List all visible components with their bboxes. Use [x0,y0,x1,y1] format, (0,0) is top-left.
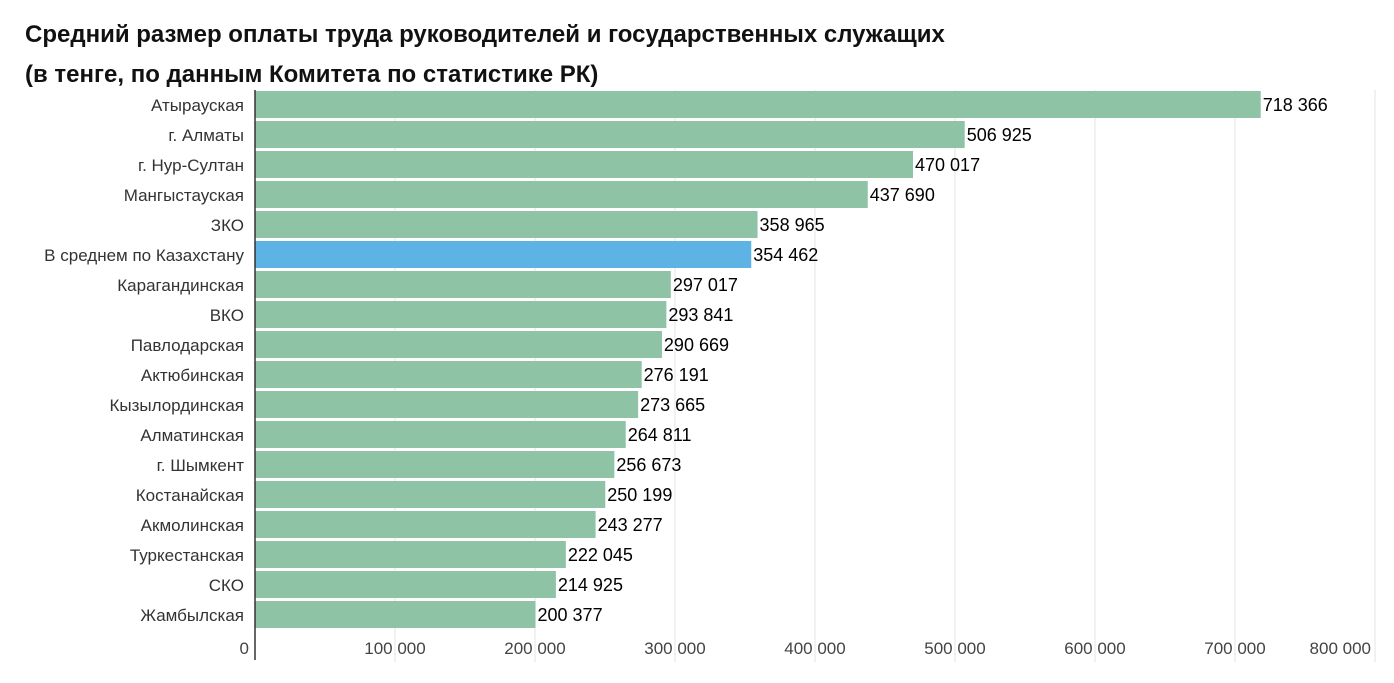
bar [255,541,566,568]
x-tick-label: 200 000 [504,639,565,658]
x-tick-label: 100 000 [364,639,425,658]
value-label: 243 277 [598,515,663,535]
category-label: ВКО [210,306,244,325]
bar [255,331,662,358]
title-line-1: Средний размер оплаты труда руководителе… [25,21,945,48]
bar [255,181,868,208]
x-tick-label: 800 000 [1310,639,1371,658]
chart-title: Средний размер оплаты труда руководителе… [25,15,945,95]
category-label: Акмолинская [141,516,244,535]
value-label: 250 199 [607,485,672,505]
bar [255,391,639,418]
category-label: Мангыстауская [124,186,244,205]
bar [255,571,556,598]
value-label: 264 811 [628,425,692,445]
value-label: 214 925 [558,575,623,595]
gridlines [394,90,1376,662]
value-label: 293 841 [668,305,733,325]
category-label: г. Алматы [168,126,244,145]
category-label: Костанайская [136,486,244,505]
title-line-2: (в тенге, по данным Комитета по статисти… [25,61,599,88]
bar [255,241,752,268]
category-label: Карагандинская [117,276,244,295]
labels: 0 100 000 200 000 300 000 400 000 500 000 600 … [44,95,1371,658]
category-label: Жамбылская [140,606,244,625]
value-label: 222 045 [568,545,633,565]
value-label: 437 690 [870,185,935,205]
bar [255,601,536,628]
category-label: Атырауская [151,96,244,115]
bars [255,91,1261,628]
category-label: СКО [209,576,244,595]
x-tick-label: 600 000 [1064,639,1125,658]
value-label: 506 925 [967,125,1032,145]
x-tick-label: 400 000 [784,639,845,658]
value-label: 290 669 [664,335,729,355]
category-label: Павлодарская [131,336,244,355]
bar [255,151,914,178]
bar [255,271,671,298]
x-tick-label: 0 [240,639,249,658]
value-label: 470 017 [915,155,980,175]
bar [255,121,965,148]
bar [255,361,642,388]
category-label: г. Шымкент [157,456,245,475]
bar [255,301,667,328]
bar [255,481,606,508]
value-label: 256 673 [616,455,681,475]
value-label: 358 965 [760,215,825,235]
category-label: В среднем по Казахстану [44,246,244,265]
x-tick-label: 300 000 [644,639,705,658]
category-label: Кызылординская [109,396,244,415]
category-label: г. Нур-Султан [138,156,244,175]
bar [255,421,626,448]
category-label: Актюбинская [141,366,244,385]
value-label: 718 366 [1263,95,1328,115]
value-label: 273 665 [640,395,705,415]
category-label: Туркестанская [130,546,244,565]
bar [255,211,758,238]
bar [255,91,1261,118]
value-label: 354 462 [753,245,818,265]
x-tick-label: 500 000 [924,639,985,658]
x-tick-label: 700 000 [1204,639,1265,658]
value-label: 276 191 [644,365,709,385]
bar [255,451,615,478]
value-label: 297 017 [673,275,738,295]
category-label: Алматинская [140,426,244,445]
value-label: 200 377 [538,605,603,625]
category-label: ЗКО [211,216,244,235]
bar [255,511,596,538]
